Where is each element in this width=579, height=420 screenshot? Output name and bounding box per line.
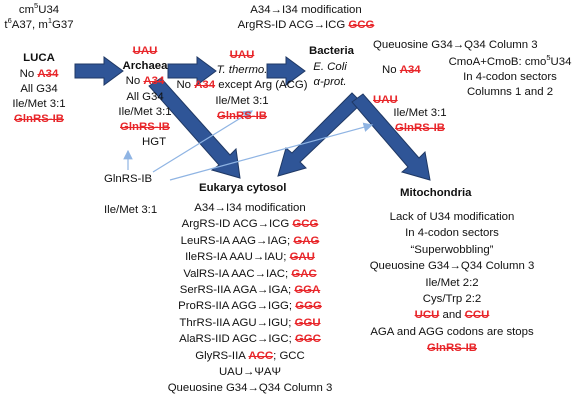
mito-l8: AGA and AGG codons are stops bbox=[370, 325, 534, 338]
thermo-block: UAU T. thermo. No A34 except Arg (ACG) I… bbox=[176, 48, 307, 124]
bacteria-columns: Columns 1 and 2 bbox=[466, 86, 554, 99]
archaea-title: Archaea bbox=[122, 60, 168, 73]
bacteria-cmo-block: CmoA+CmoB: cmo5U34 In 4-codon sectors Co… bbox=[448, 53, 572, 101]
eukarya-block: A34→I34 modification ArgRS-ID ACG→ICG GC… bbox=[168, 200, 333, 397]
bacteria-queuosine: Queuosine G34→Q34 Column 3 bbox=[373, 39, 538, 51]
bacteria-top: A34→I34 modification ArgRS-ID ACG→ICG GC… bbox=[238, 3, 375, 33]
bacteria-lower: Ile/Met 3:1 GlnRS-IB bbox=[393, 106, 446, 136]
eukarya-gly: GlyRS-IIA ACC; GCC bbox=[195, 349, 305, 362]
mito-l1: Lack of U34 modification bbox=[389, 211, 515, 223]
eukarya-line: ThrRS-IIA AGU→IGU; GGU bbox=[179, 316, 321, 329]
hgt-label: HGT bbox=[142, 136, 167, 148]
luca-block: cm5U34 t6A37, m1G37 LUCA No A34 All G34 … bbox=[4, 1, 74, 127]
ecoli-block: E. Coli α-prot. bbox=[313, 60, 347, 90]
eukarya-line: SerRS-IIA AGA→IGA; GGA bbox=[179, 284, 321, 297]
bacteria-title: Bacteria bbox=[309, 45, 354, 57]
bacteria-a34-mod: A34→I34 modification bbox=[250, 4, 362, 16]
arrow-archaea-eukarya bbox=[148, 77, 241, 179]
bacteria-argrs: ArgRS-ID ACG→ICG GCG bbox=[237, 19, 375, 32]
eukarya-queuosine: Queuosine G34→Q34 Column 3 bbox=[167, 382, 333, 395]
mito-title: Mitochondria bbox=[400, 187, 472, 199]
arrow-luca-archaea bbox=[74, 56, 124, 86]
thermo-title: T. thermo. bbox=[216, 64, 268, 77]
hgt-ile-met: Ile/Met 3:1 bbox=[104, 204, 158, 216]
mito-l5: Ile/Met 2:2 bbox=[425, 276, 479, 289]
arrow-archaea-thermo bbox=[167, 56, 217, 86]
luca-mod2: t6A37, m1G37 bbox=[4, 16, 74, 32]
eukarya-line: IleRS-IA AAU→IAU; GAU bbox=[185, 251, 315, 264]
thermo-no-a34: No A34 except Arg (ACG) bbox=[176, 79, 308, 92]
bacteria-glnrs: GlnRS-IB bbox=[395, 122, 445, 135]
luca-no-a34: No A34 bbox=[19, 67, 59, 80]
eukarya-line: A34→I34 modification bbox=[194, 202, 306, 214]
mito-l7: UCU and CCU bbox=[414, 309, 490, 322]
thermo-glnrs: GlnRS-IB bbox=[216, 109, 267, 122]
luca-mod1: cm5U34 bbox=[18, 1, 60, 16]
archaea-all-g34: All G34 bbox=[126, 90, 164, 103]
eukarya-line: ValRS-IA AAC→IAC; GAC bbox=[183, 267, 317, 280]
mito-l3: “Superwobbling” bbox=[410, 243, 494, 256]
archaea-block: UAU Archaea No A34 All G34 Ile/Met 3:1 G… bbox=[118, 44, 171, 135]
luca-all-g34: All G34 bbox=[20, 82, 58, 95]
mito-l9: GlnRS-IB bbox=[427, 342, 477, 355]
luca-glnrs: GlnRS-IB bbox=[13, 113, 64, 126]
bacteria-ile-met: Ile/Met 3:1 bbox=[393, 107, 447, 119]
eukarya-line: ProRS-IIA AGG→IGG; GGG bbox=[178, 300, 322, 313]
eukarya-title: Eukarya cytosol bbox=[199, 182, 287, 194]
thermo-uau: UAU bbox=[229, 49, 255, 61]
eukarya-line: AlaRS-IID AGC→IGC; GGC bbox=[179, 333, 321, 346]
mito-block: Lack of U34 modification In 4-codon sect… bbox=[370, 209, 535, 357]
hgt-glnrs: GlnRS-IB bbox=[104, 173, 153, 185]
hgt-line-bacteria bbox=[169, 122, 374, 181]
ecoli-label: E. Coli bbox=[313, 61, 347, 73]
arrow-ecoli-eukarya bbox=[277, 92, 363, 177]
bacteria-sectors: In 4-codon sectors bbox=[463, 71, 557, 84]
eukarya-psi: UAU→ΨAΨ bbox=[218, 366, 282, 379]
bacteria-cmoa: CmoA+CmoB: cmo5U34 bbox=[448, 53, 572, 68]
archaea-glnrs: GlnRS-IB bbox=[120, 121, 170, 134]
luca-ile-met: Ile/Met 3:1 bbox=[12, 98, 66, 111]
eukarya-line: ArgRS-ID ACG→ICG GCG bbox=[181, 218, 319, 231]
mito-l2: In 4-codon sectors bbox=[405, 227, 499, 240]
bacteria-no-a34: No A34 bbox=[382, 64, 421, 76]
alpha-prot-label: α-prot. bbox=[313, 76, 347, 89]
thermo-ile-met: Ile/Met 3:1 bbox=[215, 94, 269, 107]
bacteria-uau: UAU bbox=[373, 94, 398, 106]
eukarya-line: LeuRS-IA AAG→IAG; GAG bbox=[180, 234, 320, 247]
archaea-uau: UAU bbox=[132, 45, 158, 57]
archaea-no-a34: No A34 bbox=[125, 75, 165, 88]
arrow-thermo-ecoli bbox=[266, 56, 306, 86]
hgt-line-archaea bbox=[152, 110, 254, 173]
archaea-ile-met: Ile/Met 3:1 bbox=[118, 105, 172, 118]
mito-l4: Queuosine G34→Q34 Column 3 bbox=[369, 260, 535, 273]
arrow-ecoli-mito bbox=[351, 93, 431, 181]
luca-title: LUCA bbox=[23, 52, 55, 65]
mito-l6: Cys/Trp 2:2 bbox=[422, 293, 482, 306]
